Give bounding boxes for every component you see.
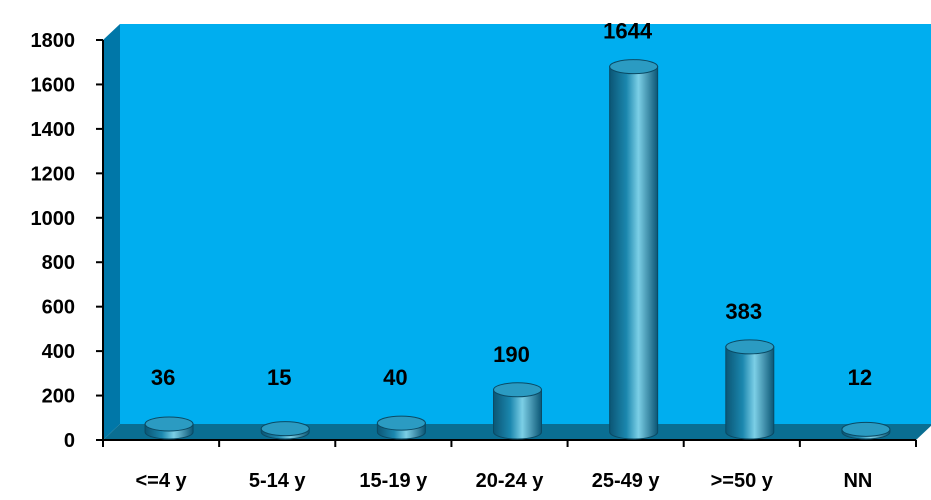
bar-top	[144, 416, 194, 432]
y-tick-label: 1200	[31, 163, 76, 185]
data-label: 15	[267, 365, 291, 390]
data-label: 12	[848, 365, 872, 390]
bar-top	[841, 421, 891, 437]
bar-top	[376, 415, 426, 431]
x-tick-label: 20-24 y	[476, 470, 545, 492]
y-tick-label: 1400	[31, 119, 76, 141]
bar	[493, 382, 542, 440]
y-tick-label: 1600	[31, 74, 76, 96]
bar	[725, 339, 775, 440]
bar-top	[493, 382, 542, 398]
y-axis-ticks: 0 200 400 600 800 1000 1200 1400 1600 1800	[31, 30, 103, 452]
y-tick-label: 800	[42, 252, 75, 274]
data-label: 40	[383, 365, 407, 390]
y-tick-label: 1000	[31, 208, 76, 230]
y-tick-label: 600	[42, 297, 75, 319]
bar-top	[609, 59, 659, 75]
x-axis-ticks: <=4 y 5-14 y 15-19 y 20-24 y 25-49 y >=50 y NN	[102, 440, 917, 492]
bar	[376, 415, 426, 440]
data-labels-group: 36 15 40 190 1644 383 12	[151, 19, 872, 390]
data-label: 190	[493, 342, 530, 367]
x-tick-label: 5-14 y	[249, 470, 307, 492]
data-label: 36	[151, 365, 175, 390]
bar-body	[493, 389, 542, 440]
bars-group	[144, 59, 891, 440]
x-tick-label: <=4 y	[135, 470, 187, 492]
data-label: 383	[725, 299, 762, 324]
y-tick-label: 400	[42, 341, 75, 363]
x-tick-label: 25-49 y	[592, 470, 661, 492]
data-label: 1644	[603, 19, 653, 44]
bar	[260, 421, 310, 440]
bar	[609, 59, 659, 440]
x-tick-label: >=50 y	[711, 470, 774, 492]
x-tick-label: NN	[843, 470, 872, 492]
bar	[144, 416, 194, 440]
y-tick-label: 200	[42, 386, 75, 408]
plot-background	[120, 24, 931, 424]
bar-top	[260, 421, 310, 437]
x-tick-label: 15-19 y	[359, 470, 428, 492]
y-tick-label: 0	[64, 430, 75, 452]
bar-body	[725, 346, 775, 440]
y-tick-label: 1800	[31, 30, 76, 52]
bar	[841, 421, 891, 440]
bar-top	[725, 339, 775, 355]
bar-body	[609, 66, 659, 440]
plot-side-wall	[103, 24, 120, 440]
